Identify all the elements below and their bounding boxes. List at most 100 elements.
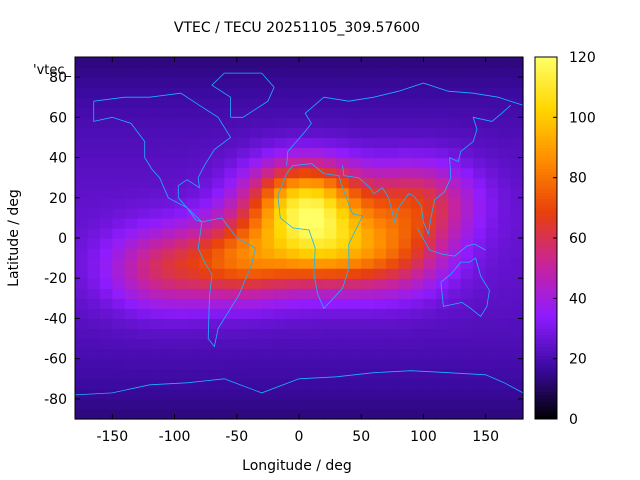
heatmap-cell [75,117,89,128]
heatmap-cell [249,127,263,139]
heatmap-cell [187,368,201,380]
heatmap-cell [386,57,400,68]
heatmap-cell [274,258,288,269]
heatmap-cell [386,67,400,78]
colorbar-step [535,352,557,357]
heatmap-cell [211,77,225,88]
heatmap-cell [112,197,126,209]
heatmap-cell [236,97,250,108]
heatmap-cell [286,258,300,269]
heatmap-cell [211,57,225,68]
colorbar-step [535,307,557,311]
heatmap-cell [373,338,387,350]
y-tick-label: 20 [49,191,67,207]
heatmap-cell [199,197,213,209]
heatmap-cell [398,348,412,360]
heatmap-cell [473,358,487,370]
heatmap-cell [87,408,101,420]
heatmap-cell [398,77,412,88]
heatmap-cell [435,268,449,279]
heatmap-cell [311,207,325,219]
heatmap-cell [236,328,250,340]
heatmap-cell [286,408,300,420]
heatmap-cell [236,238,250,249]
heatmap-cell [435,167,449,179]
heatmap-cell [299,167,313,179]
heatmap-cell [498,328,512,340]
heatmap-cell [249,147,263,159]
colorbar-step [535,280,557,284]
heatmap-cell [348,258,362,269]
heatmap-cell [249,308,263,320]
heatmap-cell [112,278,126,289]
heatmap-cell [448,378,462,390]
heatmap-cell [112,388,126,400]
heatmap-cell [510,318,524,330]
heatmap-cell [336,227,350,239]
heatmap-cell [299,358,313,370]
heatmap-cell [448,67,462,78]
heatmap-cell [149,67,163,78]
y-axis-label: Latitude / deg [6,189,22,287]
heatmap-cell [99,67,113,78]
heatmap-cell [411,187,425,199]
heatmap-cell [286,388,300,400]
heatmap-cell [174,388,188,400]
heatmap-cell [236,338,250,350]
heatmap-cell [87,207,101,219]
heatmap-cell [162,157,176,169]
colorbar-step [535,69,557,73]
heatmap-cell [348,348,362,360]
heatmap-cell [187,67,201,78]
heatmap-cell [187,87,201,98]
heatmap-cell [299,227,313,239]
heatmap-cell [398,338,412,350]
heatmap-cell [411,378,425,390]
heatmap-cell [448,107,462,118]
heatmap-cell [224,348,238,360]
heatmap-cell [373,298,387,309]
heatmap-cell [485,77,499,88]
heatmap-cell [174,378,188,390]
heatmap-cell [162,368,176,380]
heatmap-cell [299,77,313,88]
heatmap-cell [199,67,213,78]
heatmap-cell [348,368,362,380]
heatmap-cell [348,97,362,108]
heatmap-cell [249,378,263,390]
heatmap-cell [224,328,238,340]
heatmap-cell [187,328,201,340]
heatmap-cell [485,177,499,189]
heatmap-cell [174,398,188,410]
heatmap-cell [423,258,437,269]
heatmap-cell [485,388,499,400]
heatmap-cell [386,238,400,249]
heatmap-cell [187,258,201,269]
colorbar-step [535,334,557,339]
heatmap-cell [249,157,263,169]
heatmap-cell [373,348,387,360]
heatmap-cell [174,368,188,380]
heatmap-cell [299,378,313,390]
heatmap-cell [299,248,313,259]
heatmap-cell [510,127,524,139]
heatmap-cell [510,358,524,370]
heatmap-cell [249,167,263,179]
heatmap-cell [473,318,487,330]
heatmap-cell [323,97,337,108]
heatmap-cell [162,147,176,159]
heatmap-cell [137,157,151,169]
colorbar-step [535,126,557,130]
heatmap-cell [187,217,201,229]
heatmap-cell [112,258,126,269]
heatmap-cell [386,298,400,309]
heatmap-cell [274,137,288,149]
heatmap-cell [87,378,101,390]
colorbar-step [535,186,557,191]
heatmap-cell [299,318,313,330]
heatmap-cell [336,137,350,149]
heatmap-cell [423,227,437,239]
heatmap-cell [323,167,337,179]
heatmap-cell [112,187,126,199]
heatmap-cell [373,288,387,299]
